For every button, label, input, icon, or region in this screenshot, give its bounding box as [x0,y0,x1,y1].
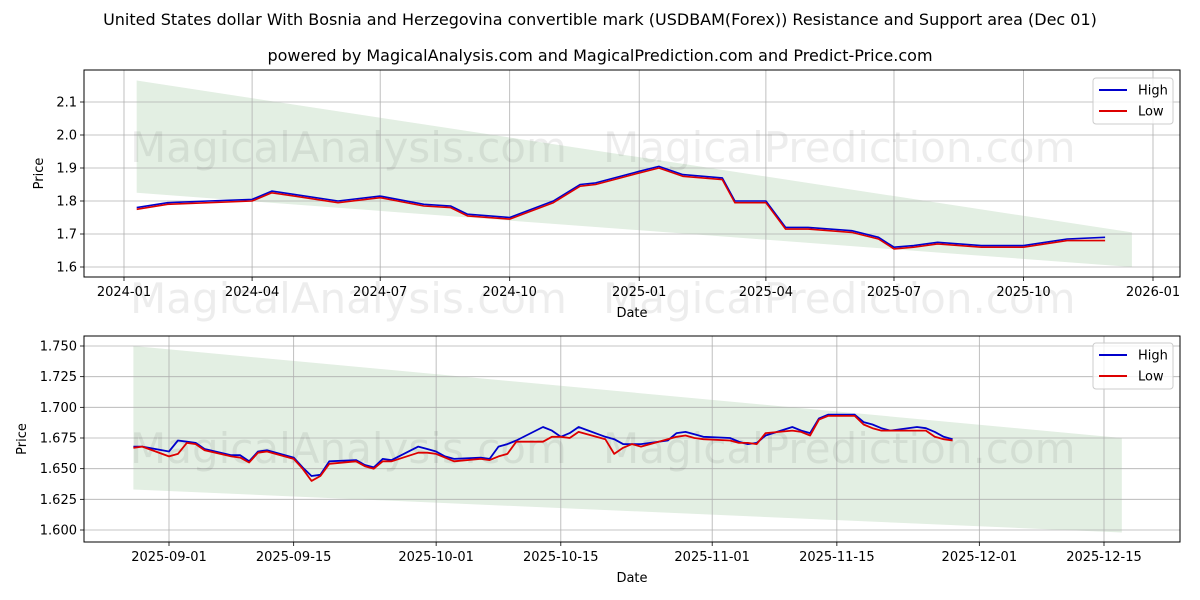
x-tick-label: 2025-04 [739,285,793,300]
x-axis-label: Date [616,571,647,586]
legend-label-low: Low [1138,105,1164,120]
x-tick-label: 2025-01 [612,285,666,300]
watermark: MagicalAnalysis.com [130,123,567,172]
watermark: MagicalPrediction.com [603,274,1076,323]
y-tick-label: 1.675 [40,432,77,447]
x-tick-label: 2025-07 [867,285,921,300]
series-low-line [136,167,1106,250]
legend: High Low [1092,342,1174,390]
y-tick-label: 2.0 [56,129,77,144]
series-high-line [136,165,1106,248]
axis-ticks: 1.6 1.7 1.8 1.9 2.0 2.1 2024-01 2024-04 2024-07 2… [56,70,1180,300]
series-high-line [133,413,953,477]
x-tick-label: 2024-10 [483,285,537,300]
series-low-line [133,414,953,482]
chart-panel-1: 1.6 1.7 1.8 1.9 2.0 2.1 2024-01 2024-04 2024-07 2… [32,69,1181,323]
y-axis-label: Price [15,423,30,455]
x-tick-label: 2024-01 [97,285,151,300]
watermark: MagicalAnalysis.com [130,424,567,473]
legend-label-high: High [1138,349,1168,364]
x-tick-label: 2025-10 [996,285,1050,300]
y-tick-label: 1.650 [40,462,77,477]
watermark: MagicalPrediction.com [603,123,1076,172]
axes-frame [83,335,1181,543]
y-tick-label: 1.7 [56,228,77,243]
watermark: MagicalAnalysis.com [130,274,567,323]
legend-label-low: Low [1138,370,1164,385]
y-tick-label: 1.625 [40,493,77,508]
chart-panel-2: 1.600 1.625 1.650 1.675 1.700 1.725 1.750 2025-… [15,335,1181,586]
x-tick-label: 2025-12-15 [1066,550,1142,565]
x-axis-label: Date [616,306,647,321]
chart-title: United States dollar With Bosnia and Her… [103,10,1097,29]
x-tick-label: 2025-09-15 [256,550,332,565]
legend-label-high: High [1138,84,1168,99]
x-tick-label: 2026-01 [1126,285,1180,300]
y-tick-label: 1.9 [56,162,77,177]
x-tick-label: 2025-10-15 [523,550,599,565]
axis-ticks: 1.600 1.625 1.650 1.675 1.700 1.725 1.750 2025-… [40,336,1180,565]
watermark: MagicalPrediction.com [603,424,1076,473]
y-tick-label: 1.6 [56,261,77,276]
x-tick-label: 2024-07 [353,285,407,300]
x-tick-label: 2025-11-15 [799,550,875,565]
y-tick-label: 2.1 [56,96,77,111]
x-tick-label: 2025-11-01 [674,550,750,565]
resistance-support-band [133,346,1122,533]
y-axis-label: Price [32,158,47,190]
x-tick-label: 2025-10-01 [398,550,474,565]
axes-frame [83,69,1181,278]
x-tick-label: 2025-09-01 [131,550,207,565]
legend: High Low [1092,77,1174,125]
y-tick-label: 1.750 [40,340,77,355]
x-tick-label: 2025-12-01 [942,550,1018,565]
y-tick-label: 1.8 [56,195,77,210]
y-tick-label: 1.600 [40,524,77,539]
y-tick-label: 1.700 [40,401,77,416]
x-tick-label: 2024-04 [225,285,279,300]
y-tick-label: 1.725 [40,370,77,385]
chart-subtitle: powered by MagicalAnalysis.com and Magic… [267,46,933,65]
